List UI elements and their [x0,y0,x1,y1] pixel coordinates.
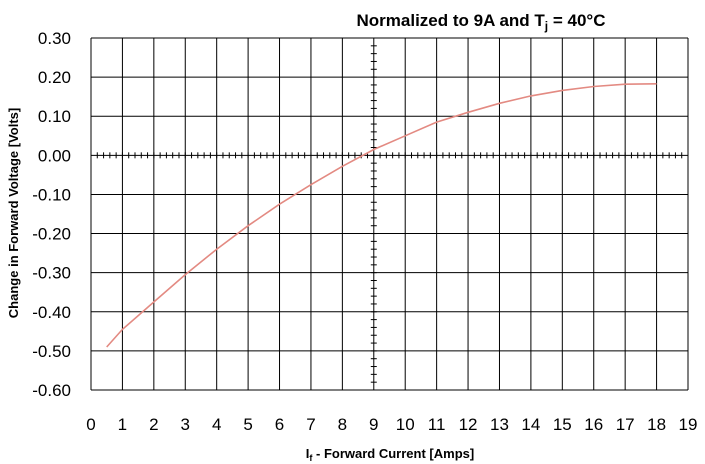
series-group [106,83,657,348]
y-tick-label: -0.40 [32,303,71,322]
x-tick-label: 14 [521,415,540,434]
y-axis-title: Change in Forward Voltage [Volts] [6,108,21,318]
minor-ticks [90,37,683,391]
x-tick-label: 17 [616,415,635,434]
y-tick-label: -0.20 [32,225,71,244]
x-tick-label: 9 [369,415,378,434]
y-tick-label: -0.10 [32,185,71,204]
x-tick-label: 16 [584,415,603,434]
y-tick-label: 0.00 [38,146,71,165]
y-tick-label: -0.30 [32,264,71,283]
x-tick-label: 5 [243,415,252,434]
x-tick-label: 0 [86,415,95,434]
x-tick-label: 2 [149,415,158,434]
x-tick-labels: 0 1 2 3 4 5 6 7 8 9 10 11 12 13 14 15 16 17 18 19 [86,415,697,434]
x-axis-title: If - Forward Current [Amps] [306,446,474,463]
x-tick-label: 12 [459,415,478,434]
x-tick-label: 4 [212,415,221,434]
x-tick-label: 11 [428,415,446,434]
series-line [106,83,657,348]
x-tick-label: 10 [396,415,415,434]
x-tick-label: 7 [306,415,315,434]
x-tick-label: 15 [553,415,572,434]
x-tick-label: 6 [275,415,284,434]
x-tick-label: 13 [490,415,509,434]
y-tick-label: 0.20 [38,68,71,87]
x-tick-label: 1 [118,415,127,434]
y-tick-label: 0.30 [38,29,71,48]
y-tick-label: 0.10 [38,107,71,126]
y-tick-label: -0.60 [32,381,71,400]
x-tick-label: 18 [647,415,666,434]
y-tick-labels: 0.30 0.20 0.10 0.00 -0.10 -0.20 -0.30 -0.40 -0.5… [32,29,71,400]
x-tick-label: 3 [181,415,190,434]
chart-title: Normalized to 9A and Tj = 40°C [357,11,606,33]
x-tick-label: 8 [338,415,347,434]
grid [90,37,689,391]
y-tick-label: -0.50 [32,342,71,361]
x-tick-label: 19 [679,415,698,434]
plot-area [91,38,688,390]
